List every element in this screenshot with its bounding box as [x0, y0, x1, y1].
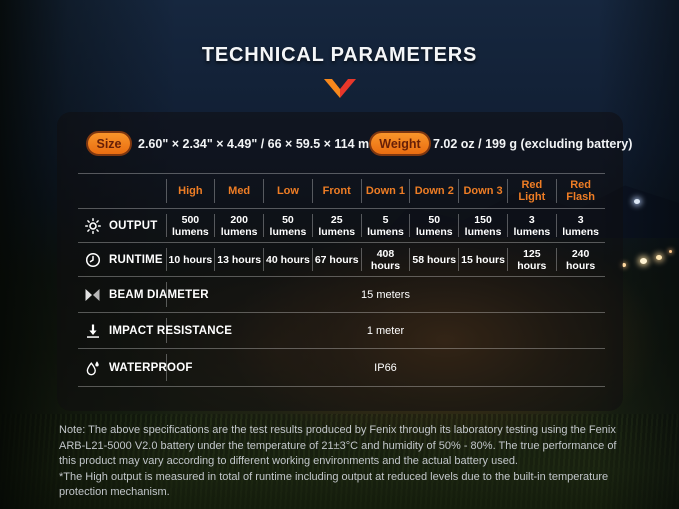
column-header: Low: [263, 174, 313, 208]
table-cell: 200 lumens: [214, 209, 264, 242]
row-label: BEAM DIAMETER: [78, 277, 209, 312]
table-cell: 3 lumens: [506, 209, 556, 242]
table-row-beam-diameter: BEAM DIAMETER 15 meters: [78, 276, 605, 312]
table-cell: 150 lumens: [458, 209, 508, 242]
size-badge-label: Size: [96, 136, 122, 151]
row-label: WATERPROOF: [78, 349, 192, 386]
size-value: 2.60" × 2.34" × 4.49" / 66 × 59.5 × 114 …: [138, 136, 381, 151]
table-cell: 15 meters: [165, 277, 605, 312]
spec-table: High Med Low Front Down 1 Down 2 Down 3 …: [78, 173, 605, 387]
weight-badge-label: Weight: [379, 136, 421, 151]
campsite-light-dot: [634, 199, 640, 204]
table-cell: 500 lumens: [165, 209, 215, 242]
table-row-impact-resistance: IMPACT RESISTANCE 1 meter: [78, 312, 605, 348]
row-label: IMPACT RESISTANCE: [78, 313, 232, 348]
column-header: Front: [311, 174, 361, 208]
table-cell: 1 meter: [165, 313, 605, 348]
table-cell: 240 hours: [555, 243, 605, 276]
table-cell: 13 hours: [214, 243, 264, 276]
table-cell: 3 lumens: [555, 209, 605, 242]
column-header: Down 1: [360, 174, 410, 208]
note-high-output: *The High output is measured in total of…: [59, 470, 609, 499]
column-header: Red Light: [506, 174, 556, 208]
spec-panel: Size 2.60" × 2.34" × 4.49" / 66 × 59.5 ×…: [57, 112, 632, 411]
campsite-light-dot: [622, 263, 626, 267]
chevron-down-icon: [324, 79, 356, 98]
column-header: Red Flash: [555, 174, 605, 208]
table-cell: 50 lumens: [409, 209, 459, 242]
row-label: RUNTIME: [78, 243, 166, 276]
header-spacer: [78, 174, 166, 208]
table-cell: 25 lumens: [311, 209, 361, 242]
campsite-light-dot: [656, 255, 662, 260]
table-cell: 408 hours: [360, 243, 410, 276]
table-cell: 5 lumens: [360, 209, 410, 242]
weight-value: 7.02 oz / 199 g (excluding battery): [433, 136, 633, 151]
column-header: Down 3: [458, 174, 508, 208]
table-cell: 10 hours: [165, 243, 215, 276]
table-cell: 15 hours: [458, 243, 508, 276]
waterproof-icon: [84, 360, 101, 376]
footnotes: Note: The above specifications are the t…: [59, 423, 633, 501]
page-title: TECHNICAL PARAMETERS: [201, 44, 478, 66]
campsite-light-dot: [669, 250, 672, 253]
impact-icon: [84, 323, 101, 339]
brightness-icon: [84, 217, 101, 234]
table-cell: 125 hours: [506, 243, 556, 276]
table-cell: IP66: [165, 349, 605, 386]
column-header: Med: [214, 174, 264, 208]
table-row-waterproof: WATERPROOF IP66: [78, 348, 605, 387]
table-header-row: High Med Low Front Down 1 Down 2 Down 3 …: [78, 173, 605, 208]
table-cell: 50 lumens: [263, 209, 313, 242]
campsite-light-dot: [640, 258, 647, 264]
table-cell: 40 hours: [263, 243, 313, 276]
note-general: Note: The above specifications are the t…: [59, 424, 617, 467]
clock-icon: [84, 252, 101, 268]
table-row-output: OUTPUT 500 lumens 200 lumens 50 lumens 25 lu…: [78, 208, 605, 242]
table-row-runtime: RUNTIME 10 hours 13 hours 40 hours 67 ho…: [78, 242, 605, 276]
column-header: Down 2: [409, 174, 459, 208]
size-badge: Size: [86, 131, 132, 156]
table-cell: 58 hours: [409, 243, 459, 276]
table-cell: 67 hours: [311, 243, 361, 276]
weight-badge: Weight: [369, 131, 431, 156]
row-label: OUTPUT: [78, 209, 166, 242]
beam-icon: [84, 288, 101, 301]
column-header: High: [165, 174, 215, 208]
